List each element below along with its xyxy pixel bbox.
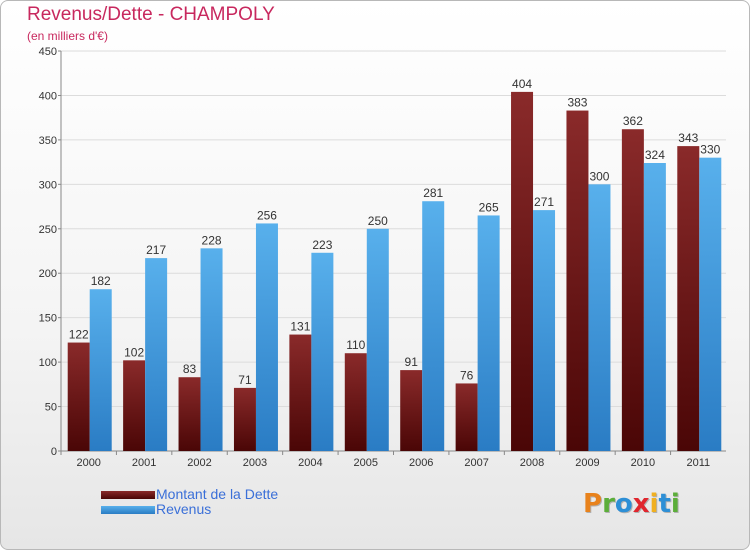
bar-revenus xyxy=(422,201,445,451)
bar-dette xyxy=(566,110,589,452)
logo-letter: r xyxy=(602,489,615,519)
x-tick-label: 2004 xyxy=(298,457,322,469)
bar-dette xyxy=(621,129,644,451)
legend-swatch-revenus xyxy=(101,506,155,514)
bar-dette xyxy=(233,387,256,451)
bar-dette xyxy=(511,91,534,451)
data-label-revenus: 324 xyxy=(645,148,665,162)
chart-title: Revenus/Dette - CHAMPOLY xyxy=(27,4,275,25)
y-tick-label: 400 xyxy=(39,90,57,102)
data-label-dette: 122 xyxy=(69,328,89,342)
data-label-dette: 383 xyxy=(567,96,587,110)
logo-letter: P xyxy=(583,489,603,519)
data-label-revenus: 256 xyxy=(257,208,277,222)
bar-dette xyxy=(289,334,312,451)
bar-dette xyxy=(123,360,146,451)
y-tick-label: 200 xyxy=(39,268,57,280)
x-tick-label: 2006 xyxy=(409,457,433,469)
bar-revenus xyxy=(533,210,556,451)
proxiti-logo: Proxiti xyxy=(583,489,680,519)
bar-revenus xyxy=(311,252,334,451)
x-tick-label: 2003 xyxy=(243,457,267,469)
y-tick-label: 0 xyxy=(51,446,57,458)
y-tick-label: 300 xyxy=(39,179,57,191)
bar-revenus xyxy=(145,258,168,451)
y-tick-label: 150 xyxy=(39,313,57,325)
data-label-dette: 343 xyxy=(678,131,698,145)
y-tick-label: 350 xyxy=(39,135,57,147)
x-tick-label: 2011 xyxy=(686,457,710,469)
logo-letter: o xyxy=(614,489,633,519)
logo-letter: t xyxy=(658,489,671,519)
bar-dette xyxy=(400,370,423,451)
x-tick-label: 2000 xyxy=(76,457,100,469)
bar-revenus xyxy=(477,215,500,451)
data-label-revenus: 330 xyxy=(700,143,720,157)
data-label-revenus: 228 xyxy=(202,233,222,247)
data-label-dette: 362 xyxy=(623,114,643,128)
bar-dette xyxy=(67,342,90,451)
data-label-dette: 76 xyxy=(460,368,474,382)
data-label-dette: 404 xyxy=(512,77,532,91)
bar-revenus xyxy=(366,228,389,451)
bar-revenus xyxy=(255,223,278,451)
data-label-dette: 131 xyxy=(290,320,310,334)
x-tick-label: 2009 xyxy=(575,457,599,469)
y-tick-label: 100 xyxy=(39,357,57,369)
legend-label-dette: Montant de la Dette xyxy=(156,486,279,502)
data-label-dette: 83 xyxy=(183,362,197,376)
data-label-revenus: 182 xyxy=(91,274,111,288)
x-tick-label: 2001 xyxy=(132,457,156,469)
x-tick-label: 2002 xyxy=(187,457,211,469)
y-tick-label: 50 xyxy=(45,402,57,414)
bar-dette xyxy=(344,353,367,451)
grid-layer xyxy=(61,50,726,408)
y-tick-label: 250 xyxy=(39,224,57,236)
bar-revenus xyxy=(643,163,666,451)
bar-layer xyxy=(67,91,722,452)
data-label-dette: 110 xyxy=(346,338,365,352)
x-tick-label: 2008 xyxy=(520,457,544,469)
bar-dette xyxy=(677,146,700,451)
bar-revenus xyxy=(200,248,223,451)
bar-revenus xyxy=(699,157,722,451)
data-label-revenus: 300 xyxy=(589,169,609,183)
data-label-dette: 102 xyxy=(124,345,144,359)
logo-letter: i xyxy=(670,489,680,519)
data-label-dette: 71 xyxy=(238,373,252,387)
label-layer: 122 182 102 217 83 228 71 256 131 223 110 250 91 281 7… xyxy=(69,77,721,387)
legend-swatch-dette xyxy=(101,491,155,499)
data-label-revenus: 250 xyxy=(368,214,388,228)
logo-letter: i xyxy=(649,489,659,519)
data-label-revenus: 265 xyxy=(479,200,499,214)
bar-revenus xyxy=(588,184,611,452)
y-tick-label: 450 xyxy=(39,46,57,58)
data-label-dette: 91 xyxy=(405,355,419,369)
x-tick-label: 2010 xyxy=(631,457,655,469)
legend-label-revenus: Revenus xyxy=(156,501,212,517)
x-tick-label: 2005 xyxy=(354,457,378,469)
data-label-revenus: 281 xyxy=(423,186,443,200)
data-label-revenus: 271 xyxy=(534,195,554,209)
logo-letter: x xyxy=(632,489,650,519)
bar-revenus xyxy=(89,289,112,451)
bar-dette xyxy=(455,383,478,451)
bar-dette xyxy=(178,377,201,451)
chart-subtitle: (en milliers d'€) xyxy=(27,29,108,43)
x-tick-label: 2007 xyxy=(464,457,488,469)
data-label-revenus: 217 xyxy=(146,243,166,257)
axis-layer: 0 50 100 150 200 250 300 350 400 450 2000 2001 2002 2… xyxy=(39,46,726,469)
data-label-revenus: 223 xyxy=(312,238,332,252)
